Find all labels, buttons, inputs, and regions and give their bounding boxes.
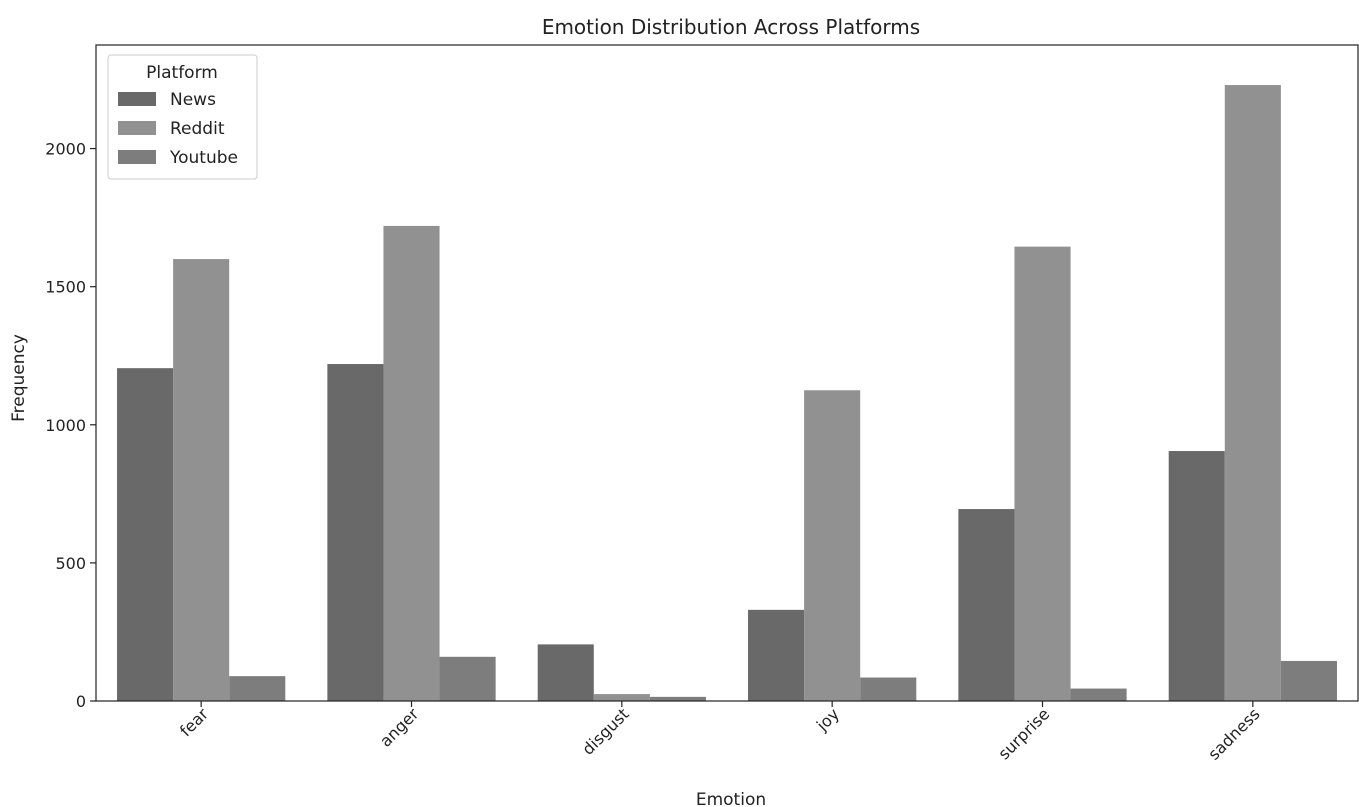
bar-reddit-disgust xyxy=(593,694,650,701)
bar-youtube-joy xyxy=(860,677,917,701)
y-axis: 0 500 1000 1500 2000 xyxy=(45,140,96,711)
x-tick-label: disgust xyxy=(578,704,632,758)
legend: Platform News Reddit Youtube xyxy=(107,54,258,180)
legend-label-news: News xyxy=(170,90,216,110)
bar-news-sadness xyxy=(1168,451,1225,701)
bar-youtube-surprise xyxy=(1070,688,1127,701)
bar-reddit-surprise xyxy=(1014,246,1071,701)
bar-news-surprise xyxy=(958,509,1015,701)
x-axis-title: Emotion xyxy=(696,790,766,807)
x-tick-label: anger xyxy=(376,704,423,751)
legend-label-reddit: Reddit xyxy=(170,119,225,139)
chart-title: Emotion Distribution Across Platforms xyxy=(542,15,920,39)
bar-youtube-anger xyxy=(439,656,496,701)
bar-news-anger xyxy=(327,364,384,701)
legend-swatch-reddit xyxy=(118,121,156,135)
bar-reddit-sadness xyxy=(1224,85,1281,702)
y-tick-label: 1000 xyxy=(45,416,86,435)
bar-news-fear xyxy=(117,368,174,701)
bar-youtube-sadness xyxy=(1280,660,1337,701)
bar-news-disgust xyxy=(537,644,594,701)
legend-box xyxy=(107,54,258,180)
legend-swatch-youtube xyxy=(118,150,156,164)
legend-swatch-news xyxy=(118,92,156,106)
legend-title: Platform xyxy=(146,63,218,83)
y-tick-label: 2000 xyxy=(45,140,86,159)
bar-reddit-anger xyxy=(383,225,440,702)
legend-label-youtube: Youtube xyxy=(169,148,238,168)
plot-frame xyxy=(95,44,1359,702)
y-tick-label: 0 xyxy=(76,692,86,711)
bar-youtube-disgust xyxy=(649,696,706,701)
x-tick-label: surprise xyxy=(994,704,1053,763)
bars-layer xyxy=(117,85,1337,702)
x-tick-label: fear xyxy=(176,704,212,740)
bar-reddit-joy xyxy=(804,390,861,701)
legend-items: News Reddit Youtube xyxy=(118,90,238,168)
y-axis-title: Frequency xyxy=(9,334,29,422)
y-tick-label: 500 xyxy=(55,554,86,573)
bar-youtube-fear xyxy=(229,676,286,701)
x-tick-label: sadness xyxy=(1204,704,1263,763)
bar-reddit-fear xyxy=(173,259,230,701)
y-tick-label: 1500 xyxy=(45,278,86,297)
bar-news-joy xyxy=(748,609,805,701)
x-axis: fear anger disgust joy surprise sadness xyxy=(176,701,1264,764)
x-tick-label: joy xyxy=(812,704,843,735)
